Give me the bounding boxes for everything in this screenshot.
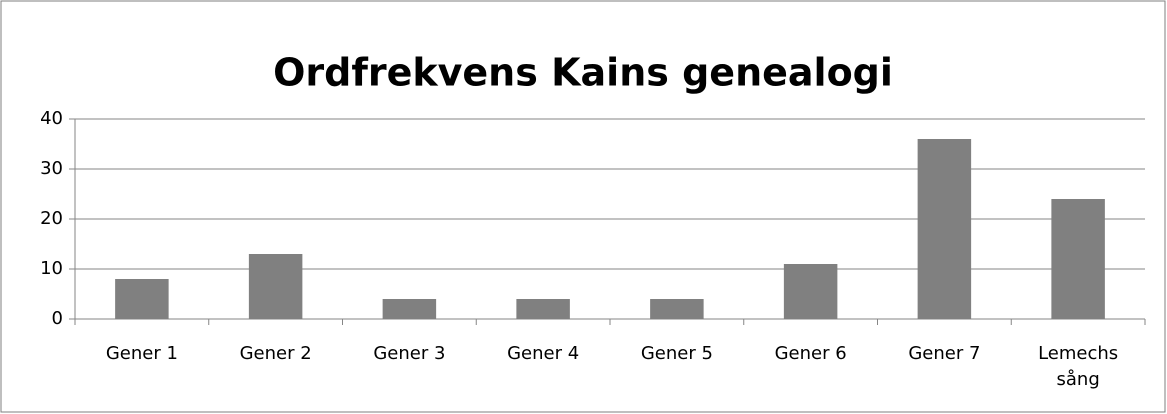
bar [248, 254, 303, 319]
y-tick-label: 40 [40, 108, 63, 129]
y-tick-label: 20 [40, 208, 63, 229]
y-tick-label: 30 [40, 158, 63, 179]
x-tick-label: Gener 4 [507, 343, 580, 364]
bar [516, 299, 570, 319]
y-tick-label: 0 [52, 308, 63, 329]
x-tick-label: Gener 6 [774, 343, 847, 364]
x-tick-label: Gener 3 [373, 343, 446, 364]
bar [917, 139, 972, 319]
x-tick-label: Lemechs sång [1038, 343, 1119, 390]
bar [650, 299, 704, 319]
bar [115, 279, 169, 319]
x-tick-label: Gener 2 [239, 343, 312, 364]
chart-title: Ordfrekvens Kains genealogi [273, 51, 893, 95]
x-tick-label: Gener 7 [908, 343, 981, 364]
x-tick-label: Gener 1 [105, 343, 178, 364]
bar [783, 264, 838, 319]
y-tick-label: 10 [40, 258, 63, 279]
bar [382, 299, 437, 319]
bar [1051, 199, 1105, 319]
x-tick-label: Gener 5 [640, 343, 713, 364]
